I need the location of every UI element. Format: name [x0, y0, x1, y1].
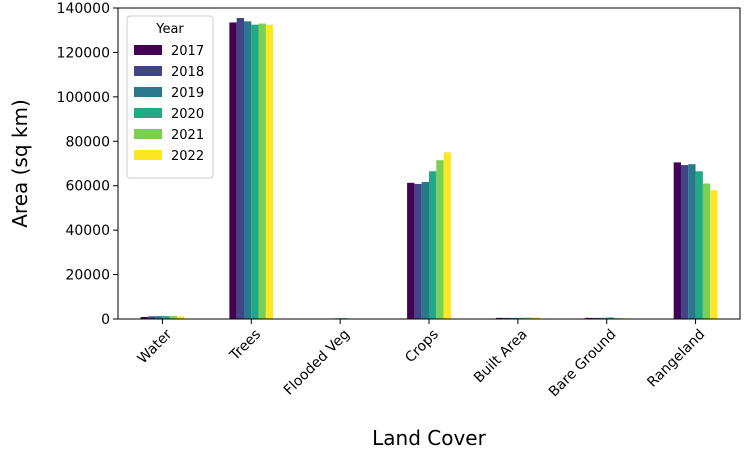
bar-2022-crops: [443, 152, 451, 319]
bar-2019-bare-ground: [599, 317, 607, 319]
bar-2020-built-area: [517, 317, 526, 319]
bars-group: [140, 17, 718, 320]
x-tick-label: Trees: [226, 327, 264, 365]
bar-2017-built-area: [495, 317, 504, 319]
bar-2022-water: [177, 316, 185, 319]
y-tick-label: 40000: [65, 223, 110, 239]
y-tick-label: 120000: [57, 45, 110, 61]
bar-2022-built-area: [532, 317, 540, 319]
bar-2017-water: [140, 317, 148, 319]
bar-2019-crops: [421, 181, 429, 319]
bar-2018-rangeland: [680, 165, 689, 319]
legend-label-2018: 2018: [171, 65, 204, 80]
bar-2018-bare-ground: [592, 317, 600, 319]
bar-2020-crops: [429, 171, 437, 319]
x-tick-label: Built Area: [471, 327, 531, 387]
bar-2017-bare-ground: [584, 317, 593, 319]
x-tick-label: Bare Ground: [546, 327, 620, 401]
x-tick-label: Water: [135, 326, 176, 367]
x-tick-label: Rangeland: [644, 327, 708, 391]
y-tick-label: 60000: [65, 179, 110, 195]
x-axis-title: Land Cover: [372, 426, 486, 450]
legend-swatch-2019: [134, 87, 162, 97]
y-axis: 0 20000 40000 60000 80000 100000 120000 140000: [57, 1, 118, 328]
legend-swatch-2022: [134, 150, 162, 160]
bar-2019-trees: [243, 21, 252, 319]
bar-2018-crops: [414, 183, 422, 319]
legend-label-2021: 2021: [171, 128, 204, 143]
legend-swatch-2017: [134, 45, 162, 55]
y-tick-label: 80000: [65, 134, 110, 150]
bar-2018-water: [147, 316, 156, 319]
y-tick-label: 140000: [57, 1, 110, 17]
x-axis: Water Trees Flooded Veg Crops Built Area Bare…: [135, 319, 708, 401]
legend-label-2019: 2019: [171, 86, 204, 101]
legend-label-2022: 2022: [171, 149, 204, 164]
y-tick-label: 100000: [57, 90, 110, 106]
legend-swatch-2021: [134, 129, 162, 139]
y-tick-label: 20000: [65, 268, 110, 284]
legend-label-2020: 2020: [171, 107, 204, 122]
bar-2020-bare-ground: [606, 317, 615, 319]
bar-2019-water: [155, 316, 163, 319]
bar-2019-rangeland: [688, 164, 696, 319]
bar-2021-trees: [258, 23, 266, 320]
legend-title: Year: [155, 22, 184, 37]
legend-swatch-2018: [134, 66, 162, 76]
bar-2017-trees: [229, 22, 237, 320]
bar-2017-crops: [407, 182, 415, 319]
legend: Year 2017 2018 2019 2020 2021 2022: [126, 15, 214, 179]
bar-2020-rangeland: [695, 171, 703, 319]
bar-2022-rangeland: [710, 190, 718, 319]
bar-2020-water: [162, 316, 170, 319]
legend-swatch-2020: [134, 108, 162, 118]
x-tick-label: Crops: [402, 327, 442, 367]
legend-label-2017: 2017: [171, 44, 204, 59]
bar-2017-rangeland: [673, 162, 681, 319]
bar-2021-built-area: [525, 317, 533, 319]
bar-2020-trees: [251, 24, 259, 320]
x-tick-label: Flooded Veg: [281, 327, 353, 399]
plot-frame: [117, 7, 741, 320]
bar-2021-crops: [436, 160, 444, 319]
y-tick-label: 0: [101, 312, 110, 328]
bar-2018-built-area: [503, 317, 511, 319]
bar-2019-built-area: [510, 317, 518, 319]
bar-2021-water: [169, 316, 178, 319]
y-axis-title: Area (sq km): [8, 99, 32, 228]
bar-2022-trees: [265, 24, 274, 320]
bar-2018-trees: [236, 17, 244, 319]
bar-2021-rangeland: [702, 183, 711, 319]
